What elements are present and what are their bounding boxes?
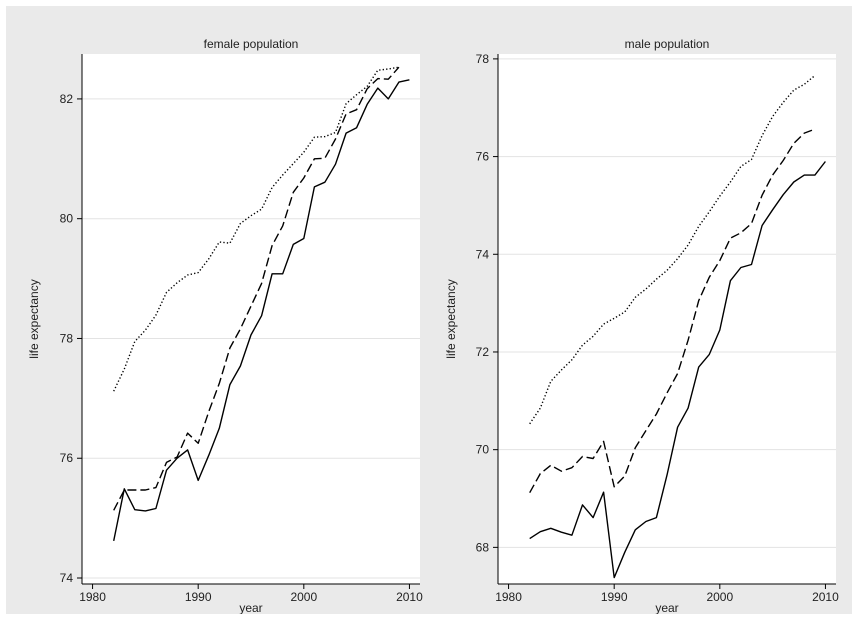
panel-title: female population xyxy=(204,37,299,51)
panel-female-population: female population year life expectancy 7… xyxy=(27,37,423,615)
series-line-solid xyxy=(113,79,410,542)
x-tick-label: 2000 xyxy=(706,590,733,604)
figure-background: female population year life expectancy 7… xyxy=(6,6,852,615)
panel-title: male population xyxy=(625,37,710,51)
plot-area xyxy=(498,54,836,584)
y-tick-label: 72 xyxy=(476,345,490,359)
x-tick-label: 1990 xyxy=(185,590,212,604)
x-tick-label: 1980 xyxy=(495,590,522,604)
panel-male-population: male population year life expectancy 68 7… xyxy=(444,37,839,615)
series-line-dashed xyxy=(113,66,400,511)
x-axis-label: year xyxy=(655,601,678,614)
y-tick-label: 80 xyxy=(60,212,74,226)
y-tick-label: 82 xyxy=(60,92,74,106)
y-axis-label: life expectancy xyxy=(444,279,458,358)
x-tick-label: 1990 xyxy=(601,590,628,604)
y-tick-label: 78 xyxy=(60,331,74,345)
y-tick-label: 70 xyxy=(476,443,490,457)
series-line-dashed xyxy=(529,128,816,494)
y-tick-label: 74 xyxy=(476,247,490,261)
x-tick-label: 1980 xyxy=(79,590,106,604)
x-tick-label: 2010 xyxy=(396,590,423,604)
y-tick-label: 76 xyxy=(60,451,74,465)
x-axis-label: year xyxy=(239,601,262,614)
series-line-solid xyxy=(529,161,826,579)
y-tick-label: 78 xyxy=(476,52,490,66)
y-tick-label: 74 xyxy=(60,571,74,585)
y-tick-label: 68 xyxy=(476,540,490,554)
chart-figure: female population year life expectancy 7… xyxy=(27,37,839,615)
plot-area xyxy=(82,54,420,584)
series-line-dotted xyxy=(529,74,816,425)
x-tick-label: 2010 xyxy=(812,590,839,604)
y-axis-label: life expectancy xyxy=(27,279,41,358)
x-tick-label: 2000 xyxy=(290,590,317,604)
series-line-dotted xyxy=(113,66,400,392)
y-tick-label: 76 xyxy=(476,150,490,164)
